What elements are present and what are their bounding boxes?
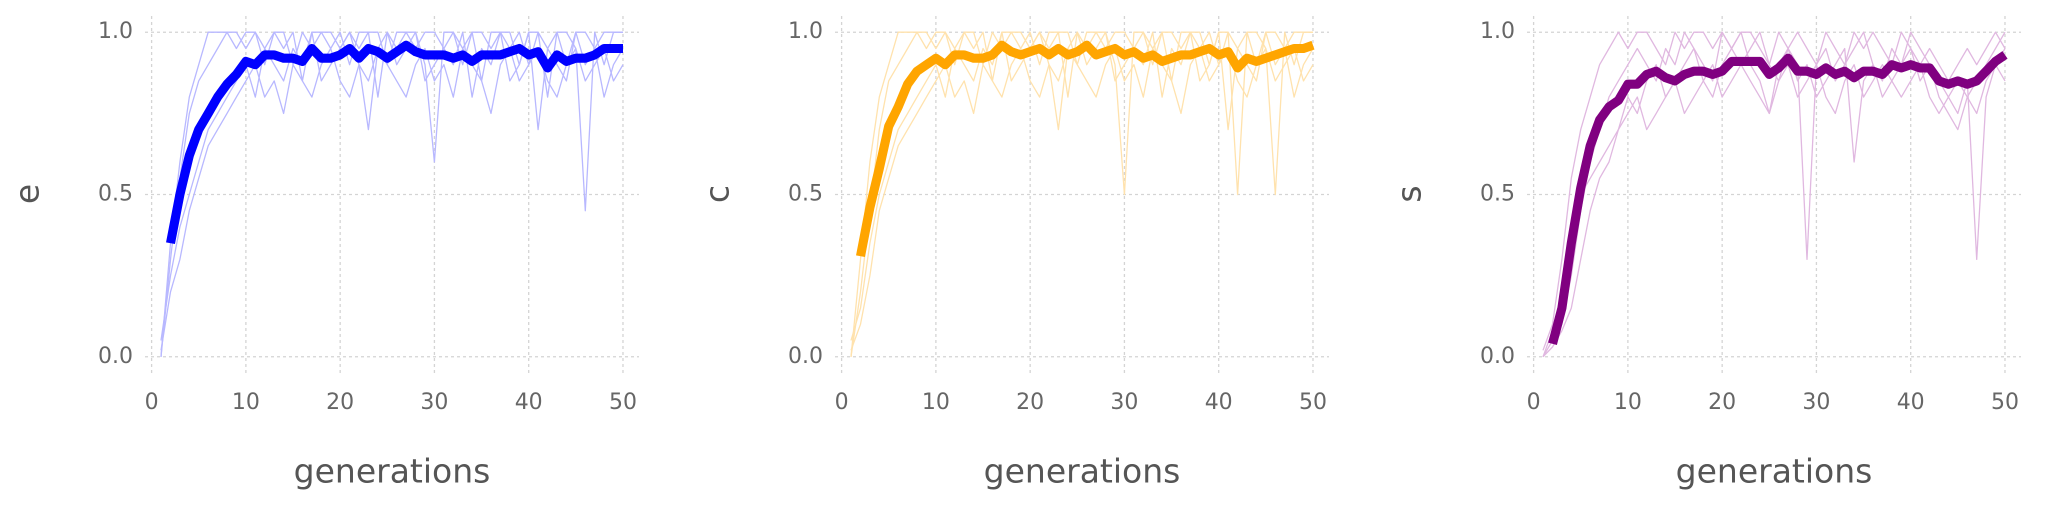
x-tick-label: 20 — [326, 390, 354, 415]
series-line — [1548, 51, 2008, 345]
x-axis-label: generations — [1676, 452, 1873, 491]
x-tick-label: 20 — [1708, 390, 1736, 415]
y-tick-label: 0.0 — [98, 344, 133, 369]
x-tick-label: 30 — [1802, 390, 1830, 415]
series-line — [850, 31, 1313, 357]
x-tick-label: 40 — [1897, 390, 1925, 415]
y-tick-label: 1.0 — [788, 19, 823, 44]
x-tick-label: 30 — [420, 390, 448, 415]
y-tick-label: 1.0 — [98, 19, 133, 44]
x-tick-label: 50 — [609, 390, 637, 415]
x-tick-label: 40 — [515, 390, 543, 415]
x-tick-label: 50 — [1299, 390, 1327, 415]
x-tick-label: 10 — [232, 390, 260, 415]
x-axis-label: generations — [294, 452, 491, 491]
y-tick-label: 0.0 — [788, 344, 823, 369]
x-tick-label: 20 — [1016, 390, 1044, 415]
series-line — [160, 47, 624, 351]
y-tick-label: 0.5 — [98, 182, 133, 207]
y-tick-label: 0.0 — [1480, 344, 1515, 369]
x-tick-label: 10 — [1614, 390, 1642, 415]
x-tick-label: 0 — [835, 390, 849, 415]
y-tick-label: 1.0 — [1480, 19, 1515, 44]
y-axis-label: e — [8, 184, 47, 204]
y-tick-label: 0.5 — [1480, 182, 1515, 207]
chart-panel: 0.0 0.5 1.0 0 10 20 30 40 50 generations c — [698, 16, 1329, 491]
chart-panel: 0.0 0.5 1.0 0 10 20 30 40 50 generations e — [8, 16, 639, 491]
x-tick-label: 10 — [922, 390, 950, 415]
chart-panel: 0.0 0.5 1.0 0 10 20 30 40 50 generations s — [1390, 16, 2021, 491]
x-tick-label: 50 — [1991, 390, 2019, 415]
x-tick-label: 0 — [145, 390, 159, 415]
x-tick-label: 40 — [1205, 390, 1233, 415]
x-tick-label: 0 — [1527, 390, 1541, 415]
series-line — [1542, 31, 2006, 351]
series-line — [1542, 64, 2006, 358]
y-tick-label: 0.5 — [788, 182, 823, 207]
y-axis-label: c — [698, 185, 737, 203]
series-line — [160, 31, 623, 357]
series-line — [856, 40, 1315, 258]
x-tick-label: 30 — [1110, 390, 1138, 415]
series-line — [160, 31, 623, 357]
x-axis-label: generations — [984, 452, 1181, 491]
y-axis-label: s — [1390, 185, 1429, 202]
series-line — [850, 47, 1314, 351]
series-line — [166, 40, 623, 245]
